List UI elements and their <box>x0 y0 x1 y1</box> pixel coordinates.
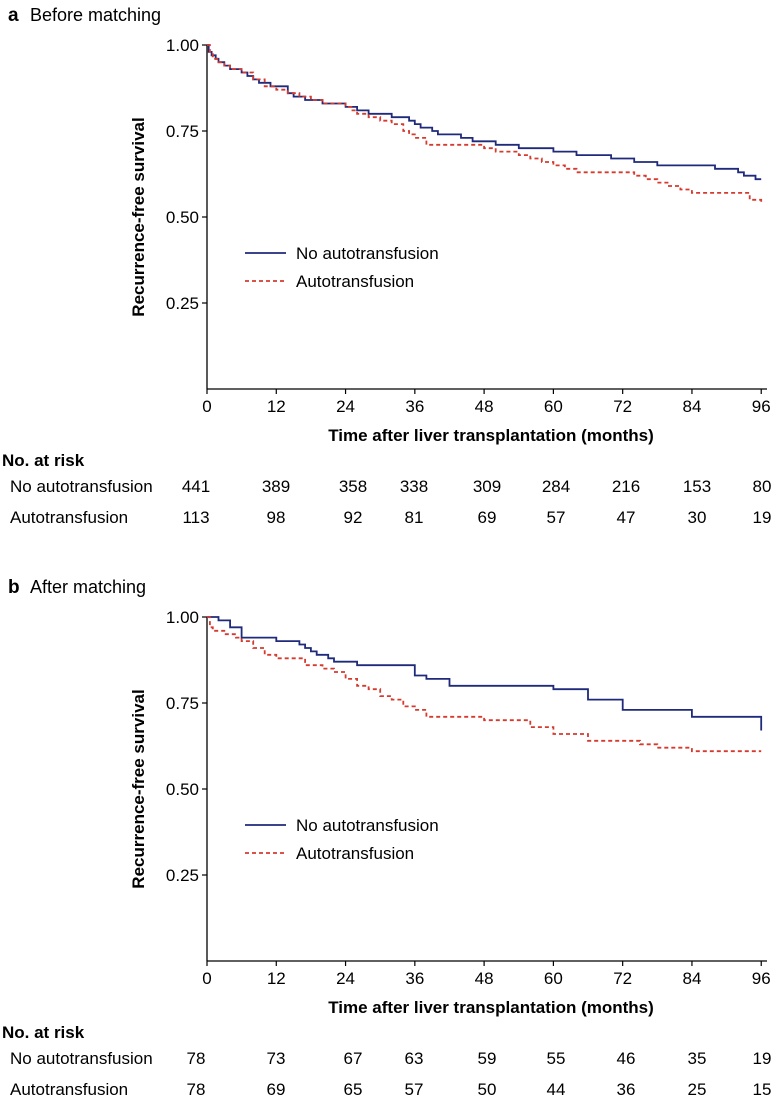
risk-table-cell: 19 <box>753 1049 772 1068</box>
series-line-no-autotransfusion <box>207 616 763 731</box>
panel-a-before-matching: a Before matching 0.25 0.50 0.75 1.00 0 12 24 3… <box>2 5 772 527</box>
risk-table-cell: 81 <box>405 508 424 527</box>
y-tick-label: 0.75 <box>166 122 199 141</box>
risk-table-cell: 15 <box>753 1080 772 1099</box>
risk-table-cell: 216 <box>612 477 640 496</box>
risk-table-cell: 78 <box>187 1080 206 1099</box>
risk-table-cell: 69 <box>478 508 497 527</box>
risk-table-cell: 55 <box>547 1049 566 1068</box>
x-tick-label: 48 <box>475 397 494 416</box>
legend-label: Autotransfusion <box>296 272 414 291</box>
risk-table-cell: 57 <box>405 1080 424 1099</box>
x-tick-label: 0 <box>202 397 211 416</box>
risk-table-cell: 284 <box>542 477 570 496</box>
y-tick-label: 0.50 <box>166 208 199 227</box>
legend-label: Autotransfusion <box>296 844 414 863</box>
y-tick-label: 0.75 <box>166 694 199 713</box>
legend-label: No autotransfusion <box>296 244 439 263</box>
risk-table-cell: 30 <box>688 508 707 527</box>
x-axis-label: Time after liver transplantation (months… <box>328 998 654 1017</box>
x-tick-label: 36 <box>405 969 424 988</box>
risk-table-cell: 35 <box>688 1049 707 1068</box>
x-tick-label: 24 <box>336 969 355 988</box>
risk-table-cell: 113 <box>182 508 209 527</box>
x-tick-label: 24 <box>336 397 355 416</box>
x-tick-label: 72 <box>613 397 632 416</box>
risk-table-cell: 338 <box>400 477 428 496</box>
series-line-autotransfusion <box>207 44 763 204</box>
y-tick-label: 0.50 <box>166 780 199 799</box>
risk-table-cell: 65 <box>344 1080 363 1099</box>
x-tick-label: 72 <box>613 969 632 988</box>
risk-table-cell: 69 <box>267 1080 286 1099</box>
risk-table-cell: 36 <box>617 1080 636 1099</box>
risk-table-cell: 50 <box>478 1080 497 1099</box>
y-tick-label: 1.00 <box>166 36 199 55</box>
x-tick-label: 36 <box>405 397 424 416</box>
risk-table-cell: 389 <box>262 477 290 496</box>
x-axis-label: Time after liver transplantation (months… <box>328 426 654 445</box>
risk-table-row-label: Autotransfusion <box>10 508 128 527</box>
series-line-no-autotransfusion <box>207 44 762 181</box>
risk-table-cell: 153 <box>683 477 711 496</box>
risk-table-cell: 73 <box>267 1049 286 1068</box>
risk-table-cell: 59 <box>478 1049 497 1068</box>
series-line-autotransfusion <box>207 616 762 753</box>
risk-table-cell: 25 <box>688 1080 707 1099</box>
risk-table-title: No. at risk <box>2 1023 85 1042</box>
risk-table-cell: 46 <box>617 1049 636 1068</box>
y-tick-label: 0.25 <box>166 866 199 885</box>
risk-table-cell: 309 <box>473 477 501 496</box>
risk-table-row-label: No autotransfusion <box>10 1049 153 1068</box>
risk-table-cell: 19 <box>753 508 772 527</box>
legend-label: No autotransfusion <box>296 816 439 835</box>
x-tick-label: 96 <box>752 969 771 988</box>
risk-table-title: No. at risk <box>2 451 85 470</box>
x-tick-label: 60 <box>544 969 563 988</box>
km-plot-a: a Before matching 0.25 0.50 0.75 1.00 0 12 24 3… <box>2 5 772 527</box>
risk-table-cell: 67 <box>344 1049 363 1068</box>
x-tick-label: 60 <box>544 397 563 416</box>
risk-table-cell: 80 <box>753 477 772 496</box>
risk-table-row-label: Autotransfusion <box>10 1080 128 1099</box>
risk-table-cell: 57 <box>547 508 566 527</box>
risk-table-cell: 44 <box>547 1080 566 1099</box>
risk-table-cell: 358 <box>339 477 367 496</box>
y-tick-label: 1.00 <box>166 608 199 627</box>
x-tick-label: 84 <box>682 969 701 988</box>
x-tick-label: 12 <box>267 397 286 416</box>
y-axis-label: Recurrence-free survival <box>129 689 148 888</box>
risk-table-row-label: No autotransfusion <box>10 477 153 496</box>
x-tick-label: 96 <box>752 397 771 416</box>
x-tick-label: 0 <box>202 969 211 988</box>
y-tick-label: 0.25 <box>166 294 199 313</box>
risk-table-cell: 63 <box>405 1049 424 1068</box>
risk-table-cell: 92 <box>344 508 363 527</box>
chart-title: Before matching <box>30 5 161 25</box>
risk-table-cell: 98 <box>267 508 286 527</box>
risk-table-cell: 441 <box>182 477 210 496</box>
risk-table-cell: 78 <box>187 1049 206 1068</box>
x-tick-label: 84 <box>682 397 701 416</box>
chart-title: After matching <box>30 577 146 597</box>
panel-b-after-matching: b After matching 0.25 0.50 0.75 1.00 0 12 24 36… <box>0 572 778 1104</box>
panel-letter: b <box>8 577 20 598</box>
x-tick-label: 12 <box>267 969 286 988</box>
y-axis-label: Recurrence-free survival <box>129 117 148 316</box>
x-tick-label: 48 <box>475 969 494 988</box>
risk-table-cell: 47 <box>617 508 636 527</box>
km-plot-b: b After matching 0.25 0.50 0.75 1.00 0 12 24 36… <box>2 577 772 1099</box>
panel-letter: a <box>8 5 19 26</box>
